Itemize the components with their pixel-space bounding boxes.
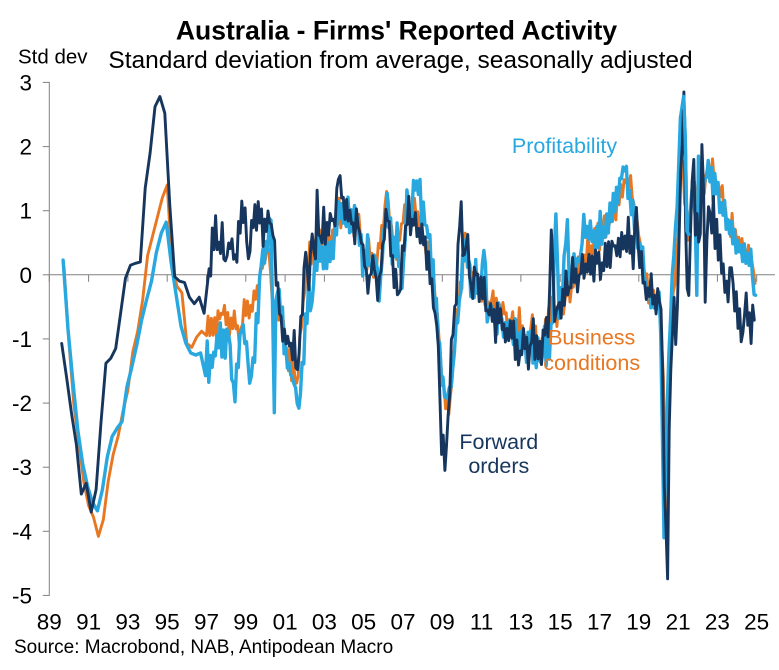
- svg-text:Forward: Forward: [459, 430, 538, 454]
- svg-text:-4: -4: [12, 519, 32, 544]
- svg-text:orders: orders: [468, 454, 529, 478]
- svg-text:Business: Business: [548, 326, 635, 350]
- svg-text:99: 99: [233, 610, 258, 635]
- svg-text:07: 07: [390, 610, 415, 635]
- svg-text:-3: -3: [12, 455, 32, 480]
- svg-text:23: 23: [705, 610, 730, 635]
- svg-text:Source: Macrobond, NAB, Antipo: Source: Macrobond, NAB, Antipodean Macro: [14, 637, 393, 658]
- svg-text:0: 0: [19, 263, 32, 288]
- svg-text:91: 91: [76, 610, 101, 635]
- svg-text:01: 01: [273, 610, 298, 635]
- svg-text:95: 95: [155, 610, 180, 635]
- svg-text:17: 17: [587, 610, 612, 635]
- svg-text:-5: -5: [12, 583, 32, 608]
- svg-text:conditions: conditions: [543, 351, 640, 375]
- svg-text:3: 3: [19, 70, 32, 95]
- svg-text:1: 1: [19, 199, 32, 224]
- svg-text:25: 25: [744, 610, 769, 635]
- svg-text:-1: -1: [12, 327, 32, 352]
- svg-text:05: 05: [351, 610, 376, 635]
- svg-text:03: 03: [312, 610, 337, 635]
- svg-text:13: 13: [508, 610, 533, 635]
- svg-text:11: 11: [470, 610, 493, 635]
- svg-text:2: 2: [19, 135, 32, 160]
- svg-text:97: 97: [194, 610, 219, 635]
- svg-text:Std dev: Std dev: [18, 46, 88, 69]
- svg-text:21: 21: [666, 610, 691, 635]
- svg-text:15: 15: [548, 610, 573, 635]
- svg-text:Australia - Firms' Reported Ac: Australia - Firms' Reported Activity: [176, 16, 617, 46]
- svg-text:19: 19: [626, 610, 651, 635]
- svg-text:Profitability: Profitability: [512, 134, 617, 158]
- svg-text:93: 93: [115, 610, 140, 635]
- svg-text:89: 89: [37, 610, 62, 635]
- svg-text:09: 09: [430, 610, 455, 635]
- svg-text:Standard deviation from averag: Standard deviation from average, seasona…: [108, 47, 692, 74]
- svg-text:-2: -2: [12, 391, 32, 416]
